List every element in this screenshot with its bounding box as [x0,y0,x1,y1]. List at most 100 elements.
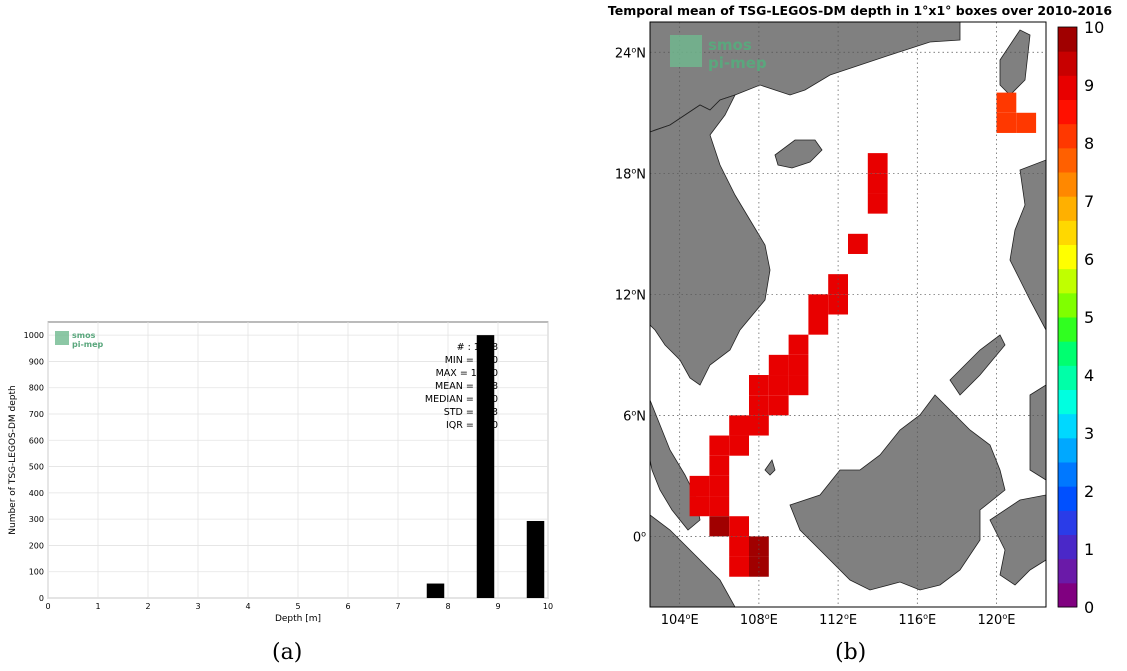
histogram-bar [476,335,495,598]
land-philippines-north [999,29,1031,96]
colorbar-tick-label: 7 [1084,192,1094,211]
histogram-x-tick-label: 1 [95,602,100,611]
histogram-x-tick-label: 3 [195,602,200,611]
colorbar-segment [1058,389,1077,415]
logo-line1: smos [72,331,96,340]
colorbar-segment [1058,413,1077,439]
histogram-x-tick-label: 10 [543,602,553,611]
heatmap-cell [729,536,749,557]
map-grid [650,22,1046,607]
heatmap-cell [689,496,710,517]
colorbar-tick-label: 4 [1084,366,1094,385]
colorbar-segment [1058,317,1077,342]
heatmap-cell [709,475,730,497]
histogram-bar [526,520,545,598]
heatmap-cell [867,193,888,214]
heatmap-cell [808,294,829,315]
histogram-panel: 0 1 2 3 4 5 6 7 8 9 10 0 100 200 300 400 500 600 700 800 90… [8,321,553,624]
map-x-ticks: 104oE 108oE 112oE 116oE 120oE [661,612,1016,628]
heatmap-cell [709,455,730,476]
land-philippines [1009,159,1046,331]
land-sumatra [650,514,736,607]
heatmap-cell [709,435,730,456]
colorbar-segment [1058,462,1077,487]
heatmap-cell [788,334,809,355]
histogram-x-tick-label: 6 [345,602,350,611]
heatmap-cell [749,415,769,436]
heatmap-cell [729,516,749,537]
histogram-x-tick-label: 4 [245,602,250,611]
heatmap-cell [689,475,710,497]
colorbar-segment [1058,292,1077,318]
colorbar-segment [1058,99,1077,125]
histogram-x-ticks: 0 1 2 3 4 5 6 7 8 9 10 [45,602,553,611]
heatmap-cell [867,153,888,174]
histogram-y-ticks: 0 100 200 300 400 500 600 700 800 900 1000 [24,331,44,603]
colorbar-segment [1058,27,1077,52]
histogram-y-tick-label: 1000 [24,331,44,340]
logo-b: smos pi-mep [670,35,767,72]
heatmap-cell [808,314,829,335]
map-x-tick-label: 116oE [898,612,936,628]
logo-b-line1: smos [708,36,752,54]
histogram-stat-line: MAX = 10.00 [436,368,498,379]
colorbar-segment [1058,123,1077,149]
map-y-tick-label: 12oN [615,287,646,303]
histogram-stat-line: STD = 0.33 [444,407,498,418]
heatmap-cell [768,395,789,416]
colorbar-tick-label: 1 [1084,540,1094,559]
colorbar-segment [1058,365,1077,390]
map-panel: Temporal mean of TSG-LEGOS-DM depth in 1… [608,3,1113,628]
histogram-stat-line: MEDIAN = 9.00 [425,394,498,405]
land-borneo [789,394,1006,591]
colorbar-segment [1058,582,1077,608]
colorbar-segment [1058,244,1077,270]
heatmap-cell [788,354,809,376]
heatmap-cell [867,173,888,194]
histogram-y-tick-label: 800 [29,384,44,393]
colorbar-segment [1058,341,1077,366]
logo-b-line2: pi-mep [708,54,767,72]
heatmap-cell [709,516,730,537]
histogram-x-tick-label: 0 [45,602,50,611]
caption-b: (b) [835,640,867,665]
heatmap-cell [788,375,809,396]
histogram-x-tick-label: 8 [445,602,450,611]
colorbar-tick-label: 2 [1084,482,1094,501]
histogram-bars [426,335,545,598]
logo-icon [55,331,69,345]
colorbar-segment [1058,268,1077,294]
colorbar-tick-label: 3 [1084,424,1094,443]
histogram-y-tick-label: 200 [29,541,44,550]
caption-a: (a) [272,640,303,665]
histogram-x-tick-label: 7 [395,602,400,611]
histogram-stat-line: # : 1348 [457,342,498,353]
histogram-x-tick-label: 5 [295,602,300,611]
colorbar-tick-label: 8 [1084,134,1094,153]
heatmap-cell [996,112,1017,133]
heatmap-cell [749,375,769,396]
histogram-axes-group: 0 1 2 3 4 5 6 7 8 9 10 0 100 200 300 400 500 600 700 800 90… [8,321,553,624]
colorbar-frame [1057,26,1078,608]
histogram-y-tick-label: 900 [29,357,44,366]
heatmap-cell [768,375,789,396]
map-x-tick-label: 108oE [740,612,778,628]
heatmap-cell [848,233,868,254]
colorbar-segment [1058,147,1077,173]
colorbar-segment [1058,558,1077,584]
heatmap-cell [828,294,848,315]
colorbar-segment [1058,220,1077,245]
land-palawan [949,334,1006,396]
map-x-tick-label: 120oE [978,612,1016,628]
colorbar-tick-label: 10 [1084,18,1104,37]
map-title: Temporal mean of TSG-LEGOS-DM depth in 1… [608,3,1113,18]
colorbar-segment [1058,51,1077,76]
colorbar-tick-label: 6 [1084,250,1094,269]
map-frame [649,21,1047,608]
histogram-y-tick-label: 100 [29,568,44,577]
logo-icon-b [670,35,702,67]
heatmap-cell [768,354,789,376]
heatmap-cell [996,92,1017,113]
histogram-y-tick-label: 400 [29,489,44,498]
histogram-y-tick-label: 600 [29,436,44,445]
